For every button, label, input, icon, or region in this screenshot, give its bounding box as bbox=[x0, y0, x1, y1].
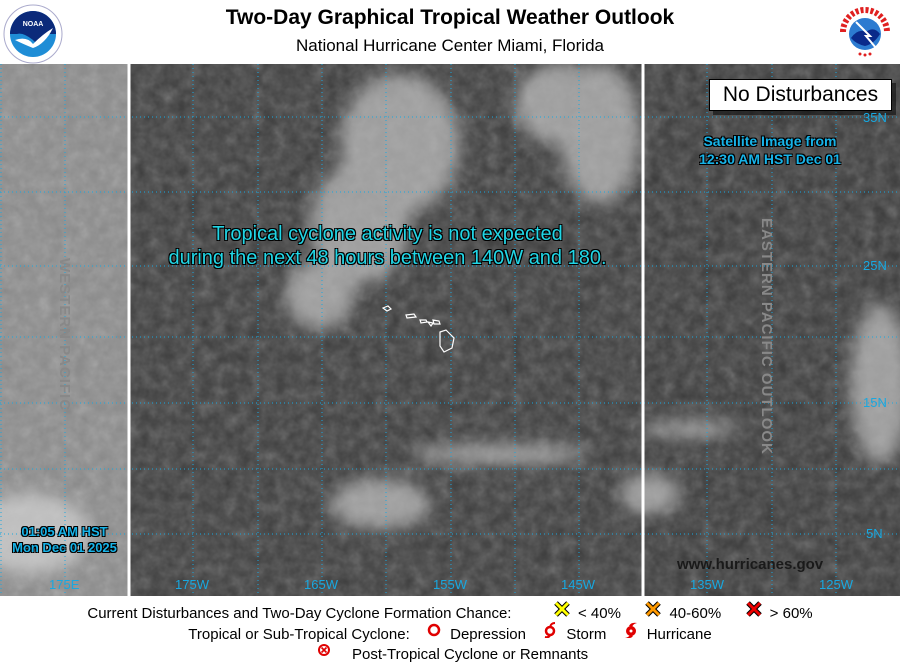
legend-post-tropical: Post-Tropical Cyclone or Remnants bbox=[351, 645, 589, 663]
depression-icon bbox=[427, 623, 441, 637]
outlook-message: Tropical cyclone activity is not expecte… bbox=[130, 222, 645, 270]
satellite-map[interactable] bbox=[0, 64, 900, 596]
red-x-icon bbox=[745, 601, 762, 617]
satellite-time: Satellite Image from 12:30 AM HST Dec 01 bbox=[680, 132, 860, 168]
nws-logo bbox=[839, 6, 891, 58]
no-disturbances-box: No Disturbances bbox=[709, 79, 892, 111]
lon-label-135w: 135W bbox=[690, 577, 724, 592]
noaa-logo: NOAA bbox=[3, 4, 63, 64]
hawaii-islands bbox=[381, 305, 455, 353]
issued-time: 01:05 AM HST Mon Dec 01 2025 bbox=[0, 524, 129, 556]
legend-hurricane: Hurricane bbox=[646, 625, 712, 643]
cloud-bands bbox=[0, 64, 900, 574]
legend-low-chance: < 40% bbox=[577, 604, 621, 622]
lat-label-15n: 15N bbox=[863, 395, 887, 410]
lat-lon-grid bbox=[0, 64, 900, 596]
legend-disturbances-label: Current Disturbances and Two-Day Cyclone… bbox=[87, 604, 512, 622]
lon-label-125w: 125W bbox=[819, 577, 853, 592]
lon-label-175w: 175W bbox=[175, 577, 209, 592]
legend-cyclone-label: Tropical or Sub-Tropical Cyclone: bbox=[188, 625, 410, 643]
issued-time-line1: 01:05 AM HST bbox=[21, 524, 108, 539]
page-subtitle: National Hurricane Center Miami, Florida bbox=[295, 36, 604, 55]
legend-storm: Storm bbox=[566, 625, 607, 643]
lon-label-155w: 155W bbox=[433, 577, 467, 592]
website-label: www.hurricanes.gov bbox=[677, 556, 824, 573]
outlook-message-line2: during the next 48 hours between 140W an… bbox=[168, 247, 607, 269]
hurricane-icon bbox=[624, 622, 637, 639]
post-tropical-icon bbox=[317, 644, 330, 656]
lon-label-175e: 175E bbox=[49, 577, 80, 592]
page-title: Two-Day Graphical Tropical Weather Outlo… bbox=[225, 6, 675, 29]
satellite-time-line2: 12:30 AM HST Dec 01 bbox=[699, 151, 841, 167]
legend-high-chance: > 60% bbox=[769, 604, 813, 622]
lat-label-35n: 35N bbox=[863, 110, 887, 125]
storm-icon bbox=[544, 622, 556, 639]
eastern-pacific-label: EASTERN PACIFIC OUTLOOK bbox=[758, 218, 775, 455]
lat-label-25n: 25N bbox=[863, 258, 887, 273]
yellow-x-icon bbox=[554, 601, 570, 617]
legend-row-post-tropical: Post-Tropical Cyclone or Remnants bbox=[0, 642, 900, 663]
lon-label-165w: 165W bbox=[304, 577, 338, 592]
orange-x-icon bbox=[645, 601, 662, 617]
legend-row-cyclones: Tropical or Sub-Tropical Cyclone: Depres… bbox=[0, 622, 900, 643]
outlook-message-line1: Tropical cyclone activity is not expecte… bbox=[212, 223, 563, 245]
issued-time-line2: Mon Dec 01 2025 bbox=[12, 540, 117, 555]
lon-label-145w: 145W bbox=[561, 577, 595, 592]
satellite-time-line1: Satellite Image from bbox=[703, 133, 837, 149]
western-pacific-label: WESTERN PACIFIC bbox=[56, 258, 73, 412]
legend-medium-chance: 40-60% bbox=[669, 604, 722, 622]
legend-row-disturbances: Current Disturbances and Two-Day Cyclone… bbox=[0, 601, 900, 622]
lat-label-5n: 5N bbox=[866, 526, 883, 541]
legend-depression: Depression bbox=[450, 625, 526, 643]
svg-text:NOAA: NOAA bbox=[23, 21, 44, 28]
